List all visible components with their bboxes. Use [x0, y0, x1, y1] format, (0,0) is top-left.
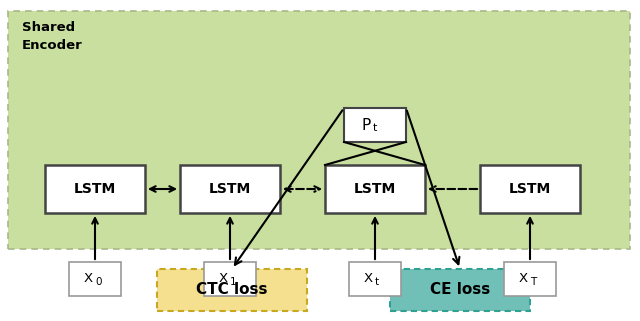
Bar — [349, 262, 401, 296]
Text: P: P — [362, 117, 371, 133]
Bar — [8, 11, 630, 249]
Text: 1: 1 — [230, 277, 237, 287]
Bar — [204, 262, 256, 296]
Bar — [344, 108, 406, 142]
Text: LSTM: LSTM — [354, 182, 396, 196]
Text: LSTM: LSTM — [209, 182, 251, 196]
Text: CTC loss: CTC loss — [196, 282, 268, 298]
Bar — [390, 269, 530, 311]
Bar — [157, 269, 307, 311]
Text: 0: 0 — [95, 277, 102, 287]
Text: X: X — [84, 273, 93, 285]
Text: X: X — [219, 273, 228, 285]
Text: t: t — [373, 123, 378, 133]
Bar — [45, 165, 145, 213]
Text: LSTM: LSTM — [74, 182, 116, 196]
Bar — [504, 262, 556, 296]
Bar — [325, 165, 425, 213]
Bar — [480, 165, 580, 213]
Text: X: X — [519, 273, 528, 285]
Text: t: t — [375, 277, 379, 287]
Text: T: T — [530, 277, 536, 287]
Text: LSTM: LSTM — [509, 182, 551, 196]
Bar — [180, 165, 280, 213]
Text: CE loss: CE loss — [430, 282, 490, 298]
Text: Shared
Encoder: Shared Encoder — [22, 21, 83, 52]
Text: X: X — [364, 273, 373, 285]
Bar — [69, 262, 121, 296]
